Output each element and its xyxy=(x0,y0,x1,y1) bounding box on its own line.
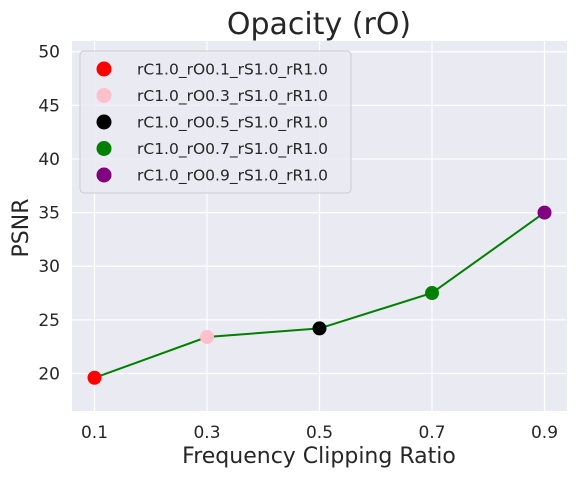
legend-label: rC1.0_rO0.9_rS1.0_rR1.0 xyxy=(137,167,328,186)
y-tick-label: 35 xyxy=(38,204,60,224)
data-points xyxy=(87,205,552,385)
legend-label: rC1.0_rO0.7_rS1.0_rR1.0 xyxy=(137,140,328,159)
legend-marker xyxy=(96,61,112,77)
legend-marker xyxy=(96,88,112,103)
data-point xyxy=(312,321,327,336)
y-tick-label: 45 xyxy=(38,96,60,116)
y-tick-label: 40 xyxy=(38,150,60,170)
x-tick-label: 0.9 xyxy=(531,423,558,443)
y-tick-label: 50 xyxy=(38,43,60,63)
legend-marker xyxy=(96,114,112,130)
x-tick-label: 0.1 xyxy=(81,423,108,443)
legend-marker xyxy=(96,141,112,156)
data-point xyxy=(87,370,102,385)
y-tick-labels: 20 25 30 35 40 45 50 xyxy=(38,43,60,385)
x-axis-label: Frequency Clipping Ratio xyxy=(182,444,456,469)
y-tick-label: 25 xyxy=(38,311,60,331)
legend-label: rC1.0_rO0.5_rS1.0_rR1.0 xyxy=(137,114,328,133)
x-tick-labels: 0.1 0.3 0.5 0.7 0.9 xyxy=(81,423,558,443)
legend-box xyxy=(79,50,352,194)
data-point xyxy=(200,330,214,344)
y-tick-label: 20 xyxy=(38,364,60,384)
x-tick-label: 0.5 xyxy=(306,423,333,443)
data-point xyxy=(537,205,552,220)
x-tick-label: 0.3 xyxy=(193,423,220,443)
x-tick-label: 0.7 xyxy=(418,423,445,443)
data-point xyxy=(425,286,439,301)
legend-label: rC1.0_rO0.3_rS1.0_rR1.0 xyxy=(137,87,328,106)
legend: rC1.0_rO0.1_rS1.0_rR1.0 rC1.0_rO0.3_rS1.0… xyxy=(79,50,352,194)
legend-marker xyxy=(96,167,112,183)
y-axis-label: PSNR xyxy=(9,199,34,258)
legend-label: rC1.0_rO0.1_rS1.0_rR1.0 xyxy=(137,61,328,80)
chart-title: Opacity (rO) xyxy=(227,7,411,42)
y-tick-label: 30 xyxy=(38,257,60,277)
